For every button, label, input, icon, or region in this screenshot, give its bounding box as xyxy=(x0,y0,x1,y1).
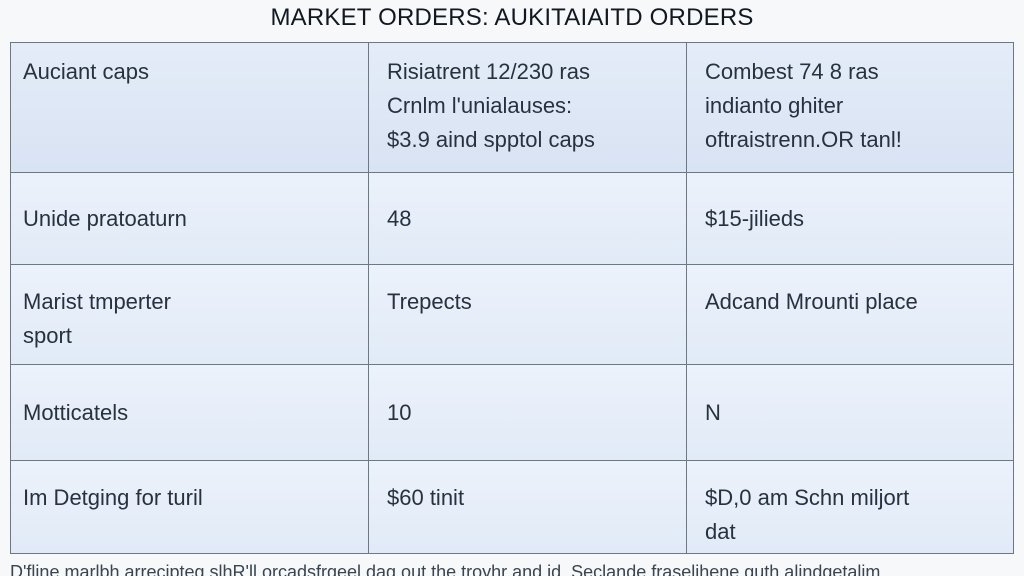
cell-line: Unide pratoaturn xyxy=(23,205,187,231)
cell-line: $D,0 am Schn miljort xyxy=(705,485,910,510)
cell-line: Trepects xyxy=(387,289,472,314)
header-cell-3-line-3: oftraistrenn.OR tanl! xyxy=(705,127,902,152)
table-cell-r1-c2: 48 xyxy=(369,173,687,265)
cell-line: N xyxy=(705,399,721,425)
header-cell-2-line-1: Risiatrent 12/230 ras xyxy=(387,59,590,84)
cell-line: sport xyxy=(23,323,72,348)
table-cell-r2-c2: Trepects xyxy=(369,265,687,365)
table-cell-r3-c1: Motticatels xyxy=(11,365,369,461)
cell-line: $15-jilieds xyxy=(705,205,805,231)
page-title: MARKET ORDERS: AUKITAIAITD ORDERS xyxy=(270,4,754,31)
table-cell-r4-c2: $60 tinit xyxy=(369,461,687,553)
cell-line: dat xyxy=(705,519,736,544)
cell-line: $60 tinit xyxy=(387,485,465,510)
cell-line: Im Detging for turil xyxy=(23,485,203,510)
cell-line: 48 xyxy=(387,205,412,231)
header-cell-2: Risiatrent 12/230 ras Crnlm l'unialauses… xyxy=(369,43,687,173)
table-cell-r4-c1: Im Detging for turil xyxy=(11,461,369,553)
header-cell-3-line-1: Combest 74 8 ras xyxy=(705,59,879,84)
cell-line: 10 xyxy=(387,399,412,425)
header-cell-1: Auciant caps xyxy=(11,43,369,173)
cell-line: Motticatels xyxy=(23,399,129,425)
header-cell-2-line-2: Crnlm l'unialauses: xyxy=(387,93,573,118)
header-cell-3: Combest 74 8 ras indianto ghiter oftrais… xyxy=(687,43,1013,173)
header-cell-1-line-1: Auciant caps xyxy=(23,59,149,84)
header-cell-2-line-3: $3.9 aind spptol caps xyxy=(387,127,595,152)
table-cell-r2-c3: Adcand Mrounti place xyxy=(687,265,1013,365)
table-cell-r3-c2: 10 xyxy=(369,365,687,461)
cell-line: Marist tmperter xyxy=(23,289,171,314)
table-cell-r2-c1: Marist tmperter sport xyxy=(11,265,369,365)
footer-note: D'fline marlbh arrecipteg slhR'll orcads… xyxy=(10,562,881,576)
table-cell-r4-c3: $D,0 am Schn miljort dat xyxy=(687,461,1013,553)
header-cell-3-line-2: indianto ghiter xyxy=(705,93,844,118)
table-cell-r3-c3: N xyxy=(687,365,1013,461)
cell-line: Adcand Mrounti place xyxy=(705,289,918,314)
table-cell-r1-c3: $15-jilieds xyxy=(687,173,1013,265)
orders-table: Auciant caps Risiatrent 12/230 ras Crnlm… xyxy=(10,42,1014,554)
table-cell-r1-c1: Unide pratoaturn xyxy=(11,173,369,265)
